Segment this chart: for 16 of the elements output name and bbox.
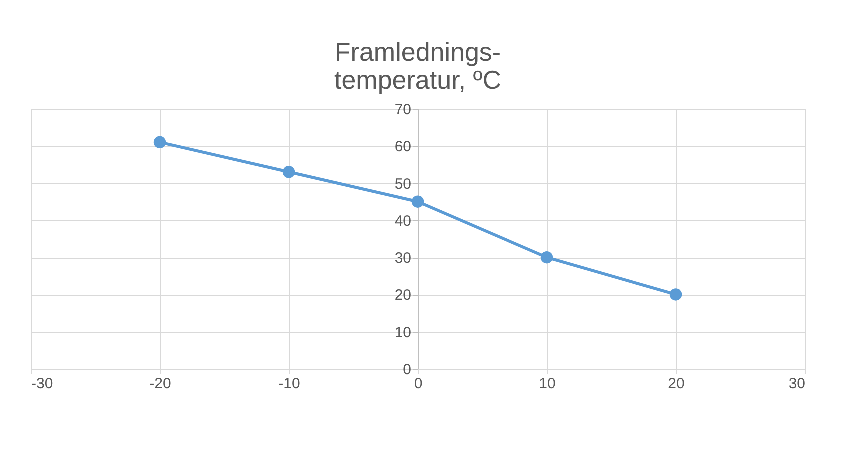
y-tick-label: 40 [394,212,412,230]
y-tick-label: 70 [394,102,412,118]
y-tick-label: 20 [394,287,412,304]
chart-title: Framlednings- temperatur, ºC [334,37,502,95]
y-tick-label: 10 [394,324,412,342]
x-tick-label: -20 [150,376,172,392]
y-tick-label: 50 [394,176,412,193]
x-tick-label: 10 [539,376,556,392]
x-tick-label: 30 [788,376,806,392]
x-tick-label: 20 [668,376,685,392]
y-tick-label: 30 [394,250,412,268]
x-tick-label: -10 [278,376,300,392]
y-tick-label: 60 [394,138,412,156]
y-tick-label: 0 [403,362,412,378]
x-tick-label: 0 [414,376,423,392]
x-tick-label: -30 [32,376,54,392]
